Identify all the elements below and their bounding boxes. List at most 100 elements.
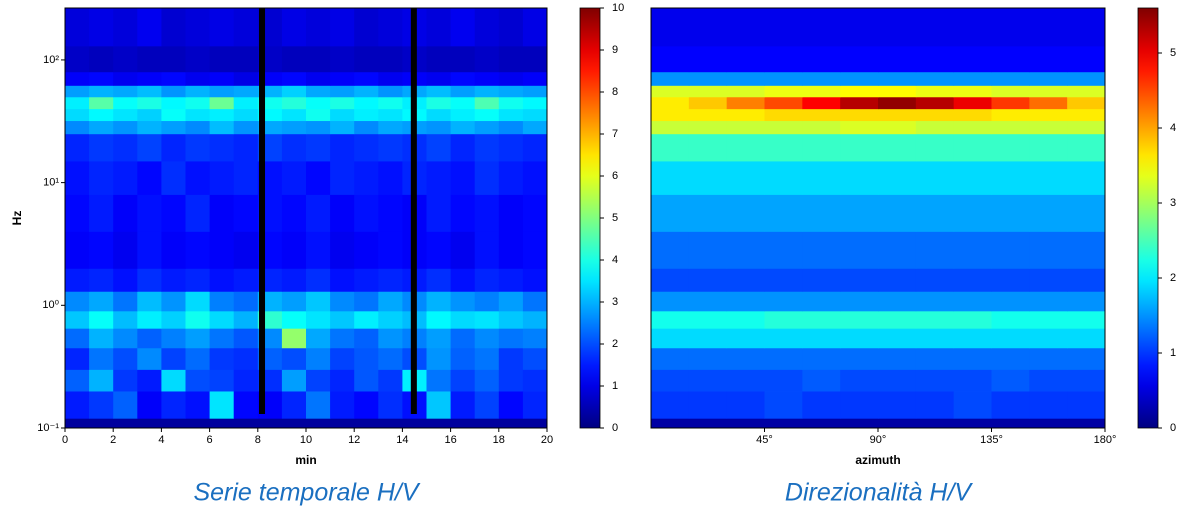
heat-cell <box>802 45 841 73</box>
heat-cell <box>915 369 955 392</box>
heat-cell <box>161 85 186 98</box>
heat-cell <box>915 108 955 122</box>
heat-cell <box>474 328 500 349</box>
heat-cell <box>113 85 138 98</box>
heat-cell <box>209 45 235 73</box>
heat-cell <box>426 96 451 110</box>
x-tick-label: 6 <box>207 434 213 446</box>
heat-cell <box>878 347 917 370</box>
heat-cell <box>306 45 331 73</box>
heat-cell <box>185 369 210 392</box>
heat-cell <box>522 231 548 269</box>
heat-cell <box>688 328 728 349</box>
heat-cell <box>281 45 307 73</box>
heat-cell <box>840 96 879 110</box>
heat-cell <box>281 369 307 392</box>
heat-cell <box>450 120 476 135</box>
heat-cell <box>330 71 355 86</box>
heat-cell <box>161 120 186 135</box>
heat-cell <box>1029 347 1068 370</box>
heat-cell <box>915 120 955 135</box>
heat-cell <box>991 291 1030 312</box>
heat-cell <box>726 369 765 392</box>
heat-cell <box>1029 161 1068 195</box>
heat-cell <box>1029 291 1068 312</box>
heat-cell <box>953 8 992 47</box>
heat-cell <box>915 391 955 419</box>
heat-cell <box>185 108 210 122</box>
heat-cell <box>113 161 138 195</box>
chart-caption: Serie temporale H/V <box>193 479 420 507</box>
heat-cell <box>1067 96 1106 110</box>
colorbar-tick-label: 8 <box>612 86 618 98</box>
x-tick-label: 18 <box>493 434 505 446</box>
heat-cell <box>726 347 765 370</box>
heat-cell <box>113 8 138 47</box>
heat-cell <box>281 268 307 292</box>
heat-cell <box>498 108 524 122</box>
x-tick-label: 2 <box>110 434 116 446</box>
heat-cell <box>726 391 765 419</box>
heat-cell <box>378 268 403 292</box>
heat-cell <box>802 369 841 392</box>
heat-cell <box>281 231 307 269</box>
heat-cell <box>65 133 90 162</box>
heat-cell <box>1067 347 1106 370</box>
heat-cell <box>378 231 403 269</box>
colorbar-tick-label: 9 <box>612 44 618 56</box>
heat-cell <box>354 194 379 232</box>
heat-cell <box>688 133 728 162</box>
heat-cell <box>233 45 259 73</box>
colorbar-tick-label: 5 <box>612 212 618 224</box>
heat-cell <box>878 310 917 329</box>
heat-cell <box>426 133 451 162</box>
heat-cell <box>878 71 917 86</box>
heat-cell <box>474 268 500 292</box>
heat-cell <box>281 71 307 86</box>
heat-cell <box>306 120 331 135</box>
colorbar-tick-label: 4 <box>1170 122 1176 134</box>
heat-cell <box>306 291 331 312</box>
heat-cell <box>378 328 403 349</box>
heat-cell <box>161 8 186 47</box>
heat-cell <box>688 291 728 312</box>
heat-cell <box>137 418 162 429</box>
x-tick-label: 45° <box>756 434 773 446</box>
colorbar-tick-label: 10 <box>612 2 624 14</box>
heat-cell <box>354 418 379 429</box>
heat-cell <box>726 96 765 110</box>
heat-cell <box>306 161 331 195</box>
heat-cell <box>878 8 917 47</box>
heat-cell <box>802 108 841 122</box>
heat-cell <box>651 369 690 392</box>
colorbar-tick-label: 4 <box>612 254 618 266</box>
heat-cell <box>1029 71 1068 86</box>
heat-cell <box>915 268 955 292</box>
heat-cell <box>354 268 379 292</box>
heat-cell <box>991 268 1030 292</box>
heat-cell <box>354 369 379 392</box>
heat-cell <box>802 291 841 312</box>
heat-cell <box>522 328 548 349</box>
heat-cell <box>185 268 210 292</box>
heat-cell <box>1029 369 1068 392</box>
heat-cell <box>688 391 728 419</box>
heat-cell <box>281 96 307 110</box>
heat-cell <box>953 161 992 195</box>
heat-cell <box>1067 231 1106 269</box>
heat-cell <box>651 133 690 162</box>
heat-cell <box>113 310 138 329</box>
heat-cell <box>233 96 259 110</box>
heat-cell <box>522 161 548 195</box>
heat-cell <box>1029 268 1068 292</box>
heat-cell <box>209 85 235 98</box>
heat-cell <box>89 96 114 110</box>
heat-cell <box>498 71 524 86</box>
heat-cell <box>726 291 765 312</box>
heat-cell <box>802 85 841 98</box>
x-tick-label: 8 <box>255 434 261 446</box>
heat-cell <box>113 120 138 135</box>
heat-cell <box>764 108 803 122</box>
heat-cell <box>330 85 355 98</box>
heat-cell <box>89 418 114 429</box>
